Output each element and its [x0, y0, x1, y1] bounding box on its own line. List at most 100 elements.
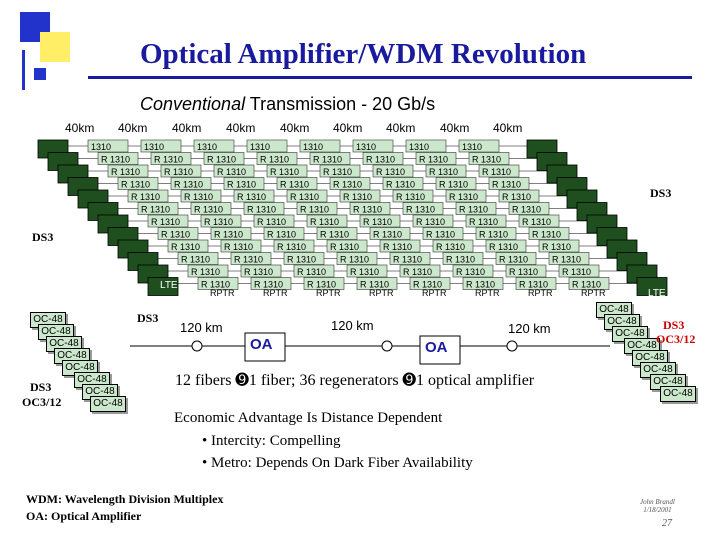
regenerator-label: R 1310 — [151, 217, 180, 227]
regenerator — [369, 227, 411, 240]
regenerator-label: R 1310 — [234, 255, 263, 265]
page-number: 27 — [662, 518, 672, 529]
regenerator-label: R 1310 — [466, 280, 495, 290]
rptr-label: RPTR — [528, 288, 553, 298]
regenerator-label: R 1310 — [519, 280, 548, 290]
regenerator-label: R 1310 — [214, 230, 243, 240]
regenerator — [382, 177, 424, 190]
regenerator-label: R 1310 — [449, 192, 478, 202]
regenerator-label: R 1310 — [171, 242, 200, 252]
regenerator-label: R 1310 — [416, 217, 445, 227]
regenerator — [468, 152, 510, 165]
regenerator-label: R 1310 — [280, 180, 309, 190]
span-label: 40km — [333, 121, 363, 135]
regenerator — [455, 202, 497, 215]
regenerator — [478, 164, 520, 178]
regenerator — [293, 264, 335, 278]
regenerator-label: R 1310 — [552, 255, 581, 265]
regenerator-label: R 1310 — [307, 280, 336, 290]
regenerator-label: R 1310 — [439, 180, 468, 190]
regenerator — [180, 189, 222, 203]
footnote-wdm: WDM: Wavelength Division Multiplex — [26, 492, 224, 506]
regenerator — [170, 177, 212, 190]
regenerator-label: R 1310 — [406, 205, 435, 215]
regenerator — [412, 214, 454, 228]
regenerator — [230, 252, 272, 265]
span-label: 40km — [65, 121, 95, 135]
lte-label-left: LTE — [160, 280, 178, 291]
regenerator — [190, 202, 232, 215]
regenerator-label: R 1310 — [330, 242, 359, 252]
regenerator — [213, 164, 255, 178]
regenerator — [299, 139, 341, 153]
regenerator — [558, 264, 600, 278]
author-credit: John Brandl 1/18/2001 — [640, 498, 675, 514]
regenerator-label: R 1310 — [363, 217, 392, 227]
regenerator — [127, 189, 169, 203]
lte-box-right — [636, 277, 668, 296]
regenerator-label: R 1310 — [323, 167, 352, 177]
regenerator — [319, 164, 361, 178]
regenerator-label: R 1310 — [482, 167, 511, 177]
regenerator — [432, 239, 474, 253]
regenerator — [276, 177, 318, 190]
regenerator-label: R 1310 — [333, 180, 362, 190]
regenerator-label: R 1310 — [217, 167, 246, 177]
regenerator-label: R 1310 — [366, 155, 395, 165]
regenerator-label: R 1310 — [509, 267, 538, 277]
rptr-label: RPTR — [475, 288, 500, 298]
corner-decoration — [20, 12, 90, 90]
fibers-statement: 12 fibers ➒1 fiber; 36 regenerators ➒1 o… — [175, 372, 535, 389]
ds3-right-bottom: DS3 — [663, 318, 685, 332]
regenerator-label: R 1310 — [141, 205, 170, 215]
regenerator — [253, 214, 295, 228]
regenerator-label: R 1310 — [300, 205, 329, 215]
regenerator-label: R 1310 — [426, 230, 455, 240]
oa-amplifier-1: OA — [250, 336, 273, 353]
ds3-mid-label: DS3 — [137, 311, 159, 325]
regenerator-label: R 1310 — [101, 155, 130, 165]
slide-subtitle: Conventional Transmission - 20 Gb/s — [140, 94, 435, 115]
regenerator-label: R 1310 — [121, 180, 150, 190]
regenerator — [498, 189, 540, 203]
regenerator-label: R 1310 — [383, 242, 412, 252]
regenerator — [157, 227, 199, 240]
regenerator-label: R 1310 — [244, 267, 273, 277]
bullet-intercity: • Intercity: Compelling — [202, 433, 341, 449]
regenerator — [97, 152, 139, 165]
regenerator — [266, 164, 308, 178]
regenerator-label: R 1310 — [360, 280, 389, 290]
regenerator — [538, 239, 580, 253]
regenerator — [303, 277, 345, 290]
regenerator-label: R 1310 — [131, 192, 160, 202]
regenerator — [548, 252, 590, 265]
oc48-card: OC-48 — [90, 396, 126, 412]
regenerator — [339, 189, 381, 203]
regenerator-label: R 1310 — [512, 205, 541, 215]
lte-box-left — [147, 277, 179, 296]
regenerator — [193, 139, 235, 153]
regenerator — [160, 164, 202, 178]
regenerator-label: R 1310 — [572, 280, 601, 290]
regenerator-label: 1310 — [197, 142, 217, 152]
regenerator-label: R 1310 — [340, 255, 369, 265]
span-label: 40km — [118, 121, 148, 135]
subtitle-italic: Conventional — [140, 94, 246, 114]
regenerator-label: R 1310 — [456, 267, 485, 277]
regenerator — [246, 139, 288, 153]
regenerator-label: R 1310 — [502, 192, 531, 202]
regenerator-label: R 1310 — [254, 280, 283, 290]
regenerator — [220, 239, 262, 253]
regenerator-label: 1310 — [250, 142, 270, 152]
regenerator-label: R 1310 — [396, 192, 425, 202]
regenerator-label: R 1310 — [532, 230, 561, 240]
regenerator — [422, 227, 464, 240]
author-name: John Brandl — [640, 498, 675, 506]
span-length-2: 120 km — [331, 318, 374, 333]
regenerator-label: R 1310 — [207, 155, 236, 165]
regenerator — [107, 164, 149, 178]
oa-amplifier-2: OA — [425, 339, 448, 356]
span-length-1: 120 km — [180, 320, 223, 335]
regenerator — [309, 152, 351, 165]
regenerator-label: R 1310 — [542, 242, 571, 252]
